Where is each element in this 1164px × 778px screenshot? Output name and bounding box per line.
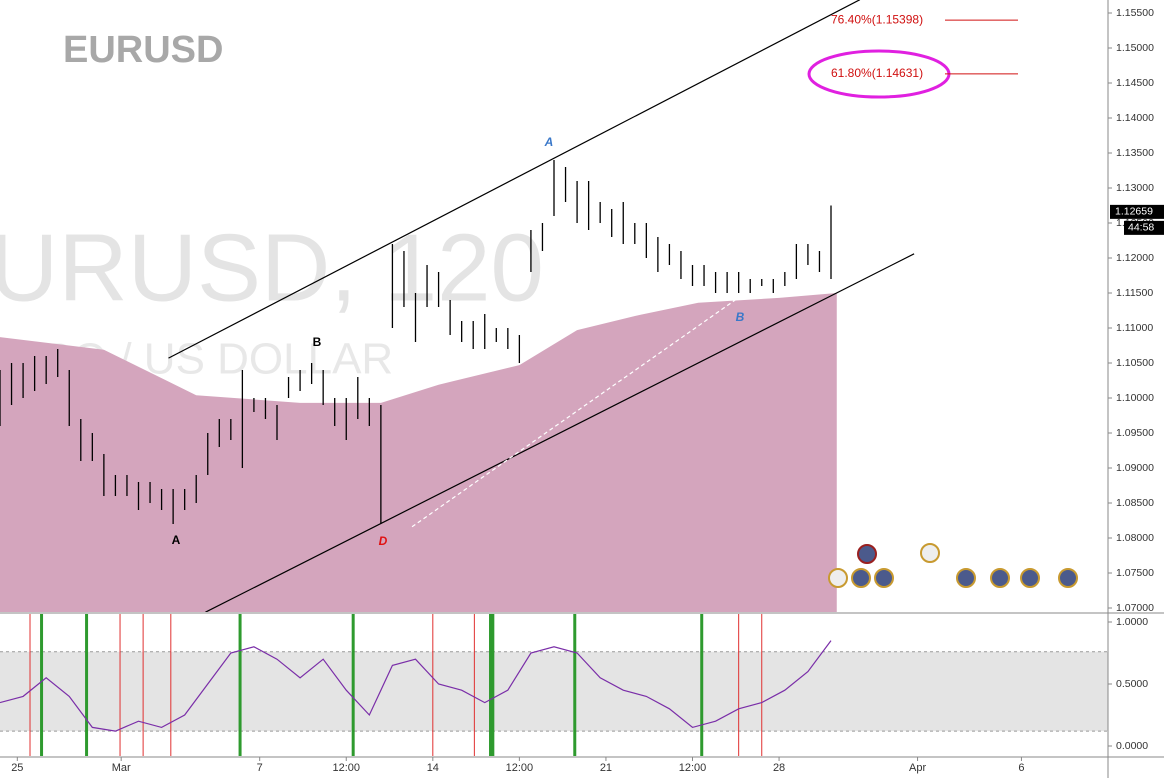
fib-label: 61.80%(1.14631) [831,66,923,80]
trendline [411,299,736,528]
y-tick-label: 1.14000 [1116,112,1154,124]
osc-y-tick-label: 1.0000 [1116,616,1148,628]
y-tick-label: 1.07500 [1116,567,1154,579]
oscillator-pane [0,614,1108,756]
x-tick-label: 6 [1018,762,1024,774]
y-tick-label: 1.11500 [1116,287,1153,299]
x-tick-label: 21 [600,762,612,774]
x-tick-label: 12:00 [332,762,360,774]
trendline [168,0,861,359]
y-tick-label: 1.08000 [1116,532,1154,544]
y-tick-label: 1.10500 [1116,357,1154,369]
wave-label: A [544,135,554,149]
y-tick-label: 1.12000 [1116,252,1154,264]
x-tick-label: Mar [112,762,131,774]
symbol-title: EURUSD [63,29,223,71]
countdown-box [1124,220,1164,235]
y-tick-label: 1.10000 [1116,392,1154,404]
wave-label: B [736,310,745,324]
x-tick-label: 7 [257,762,263,774]
x-tick-label: 12:00 [679,762,707,774]
y-tick-label: 1.15500 [1116,7,1154,19]
trendline [205,253,915,612]
fib-label: 76.40%(1.15398) [831,12,923,26]
ma-area [0,293,837,612]
x-tick-label: 14 [427,762,439,774]
wave-label: A [172,533,181,547]
event-icons [828,543,1078,588]
x-tick-label: 28 [773,762,785,774]
wave-label: D [379,534,388,548]
y-tick-label: 1.08500 [1116,497,1154,509]
y-tick-label: 1.13500 [1116,147,1154,159]
osc-line [0,640,832,732]
y-tick-label: 1.15000 [1116,42,1154,54]
y-tick-label: 1.11000 [1116,322,1153,334]
y-tick-label: 1.07000 [1116,602,1154,614]
x-tick-label: 12:00 [506,762,534,774]
watermark: EURUSD, 120 [0,214,544,321]
y-tick-label: 1.09500 [1116,427,1154,439]
y-tick-label: 1.09000 [1116,462,1154,474]
osc-y-tick-label: 0.5000 [1116,678,1148,690]
osc-y-tick-label: 0.0000 [1116,740,1148,752]
last-price-label: 1.12659 [1115,206,1153,218]
y-tick-label: 1.13000 [1116,182,1154,194]
x-tick-label: Apr [909,762,926,774]
wave-label: B [313,335,322,349]
countdown-label: 44:58 [1128,222,1154,234]
x-tick-label: 25 [11,762,23,774]
osc-band [0,651,1108,732]
y-tick-label: 1.14500 [1116,77,1154,89]
last-price-box [1110,204,1164,219]
